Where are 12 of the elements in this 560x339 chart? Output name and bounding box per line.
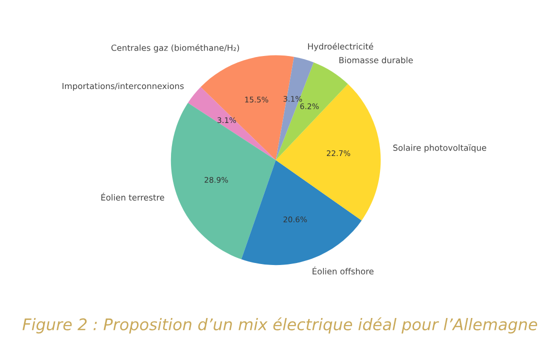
- slice-label: Biomasse durable: [339, 56, 413, 64]
- slice-label: Importations/interconnexions: [62, 82, 184, 91]
- pie-slice: [276, 84, 381, 220]
- slice-label: Éolien terrestre: [101, 192, 164, 201]
- slice-label: Solaire photovoltaïque: [393, 144, 486, 152]
- text: Figure 2 : Proposition d’un mix électrique idéal pour l’Allemagne: [22, 317, 538, 334]
- slice-label: Éolien offshore: [312, 266, 374, 274]
- slice-label: Hydroélectricité: [308, 42, 374, 52]
- pie-slice: [170, 102, 276, 260]
- pie-slice: [188, 86, 276, 160]
- slice-label: Centrales gaz (biométhane/H₂): [111, 44, 240, 53]
- pie-slice: [241, 160, 362, 266]
